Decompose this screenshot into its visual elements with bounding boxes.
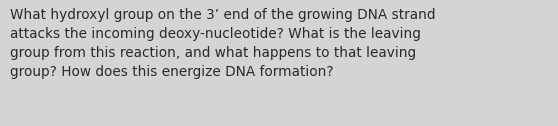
Text: What hydroxyl group on the 3’ end of the growing DNA strand
attacks the incoming: What hydroxyl group on the 3’ end of the…	[10, 8, 435, 79]
